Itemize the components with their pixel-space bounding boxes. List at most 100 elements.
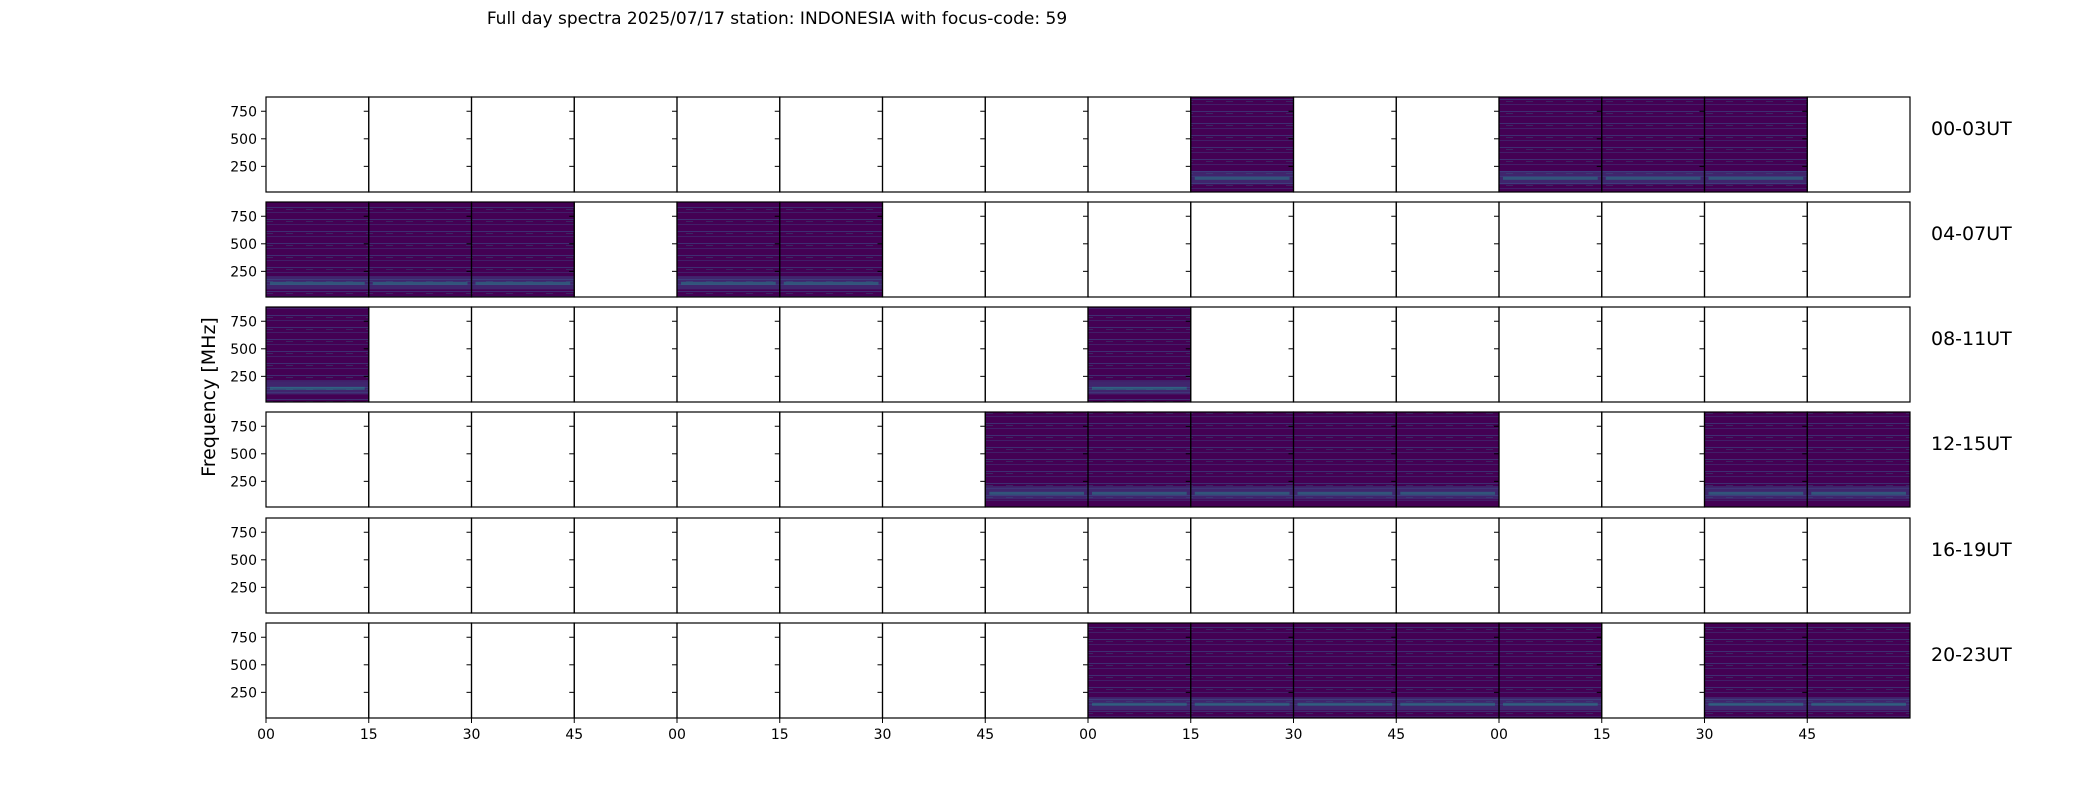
- cell-frame: [1601, 517, 1706, 614]
- y-tick-label: 750: [230, 314, 257, 330]
- cell-frame: [779, 411, 884, 508]
- x-tick-label: 45: [1798, 727, 1816, 743]
- cell-frame: [984, 306, 1089, 403]
- cell-frame: [573, 306, 678, 403]
- cell-frame: [1395, 96, 1500, 193]
- cell-frame: [881, 306, 986, 403]
- cell-frame: [368, 622, 473, 719]
- cell-frame: [881, 517, 986, 614]
- cell-frame: [1806, 517, 1911, 614]
- cell-frame: [676, 306, 781, 403]
- cell-frame: [470, 411, 575, 508]
- cell-frame: [1292, 201, 1397, 298]
- row-label: 20-23UT: [1931, 644, 2012, 666]
- x-tick-label: 30: [1696, 727, 1714, 743]
- spectrum-cell: [1499, 97, 1602, 192]
- cell-frame: [265, 96, 370, 193]
- cell-frame: [779, 96, 884, 193]
- spectrum-cell: [1807, 623, 1910, 718]
- cell-frame: [1601, 306, 1706, 403]
- x-tick-label: 45: [976, 727, 994, 743]
- cell-frame: [984, 622, 1089, 719]
- x-tick-label: 00: [257, 727, 275, 743]
- cell-frame: [368, 411, 473, 508]
- x-tick-label: 15: [1593, 727, 1611, 743]
- cell-frame: [1498, 306, 1603, 403]
- y-tick-label: 750: [230, 630, 257, 646]
- cell-frame: [265, 517, 370, 614]
- spectrum-cell: [1293, 623, 1397, 718]
- spectrum-cell: [1499, 623, 1602, 718]
- cell-frame: [1806, 411, 1911, 508]
- spectrum-cell: [1704, 97, 1808, 192]
- row-label: 16-19UT: [1931, 539, 2012, 561]
- y-tick-label: 750: [230, 104, 257, 120]
- y-tick-label: 500: [230, 132, 257, 148]
- cell-frame: [1703, 306, 1808, 403]
- spectrum-cell: [1396, 623, 1499, 718]
- spectrum-cell: [677, 202, 780, 297]
- cell-frame: [676, 622, 781, 719]
- cell-frame: [881, 201, 986, 298]
- y-tick-label: 250: [230, 159, 257, 175]
- cell-frame: [1806, 96, 1911, 193]
- row-label: 08-11UT: [1931, 328, 2012, 350]
- cell-frame: [1498, 201, 1603, 298]
- cell-frame: [1601, 201, 1706, 298]
- x-tick-label: 30: [874, 727, 892, 743]
- y-axis-label: Frequency [MHz]: [198, 317, 220, 477]
- cell-frame: [573, 96, 678, 193]
- cell-frame: [1601, 622, 1706, 719]
- cell-frame: [1806, 306, 1911, 403]
- cell-frame: [676, 96, 781, 193]
- cell-frame: [984, 201, 1089, 298]
- spectrum-cell: [1293, 412, 1397, 507]
- cell-frame: [676, 517, 781, 614]
- cell-frame: [368, 517, 473, 614]
- spectrum-cell: [1704, 623, 1808, 718]
- row-label: 04-07UT: [1931, 223, 2012, 245]
- cell-frame: [1703, 201, 1808, 298]
- spectrum-cell: [779, 202, 883, 297]
- cell-frame: [1087, 517, 1192, 614]
- cell-frame: [573, 517, 678, 614]
- y-tick-label: 500: [230, 237, 257, 253]
- spectrum-cell: [1190, 623, 1294, 718]
- y-tick-label: 500: [230, 658, 257, 674]
- spectrum-cell: [1807, 412, 1910, 507]
- cell-frame: [265, 622, 370, 719]
- cell-frame: [1601, 411, 1706, 508]
- cell-frame: [1087, 201, 1192, 298]
- spectrum-cell: [471, 202, 575, 297]
- cell-frame: [1292, 96, 1397, 193]
- cell-frame: [779, 306, 884, 403]
- cell-frame: [881, 96, 986, 193]
- y-tick-label: 500: [230, 447, 257, 463]
- cell-frame: [1395, 306, 1500, 403]
- y-tick-label: 750: [230, 525, 257, 541]
- spectrum-cell: [266, 307, 369, 402]
- cell-frame: [1395, 201, 1500, 298]
- cell-frame: [1806, 622, 1911, 719]
- cell-frame: [676, 411, 781, 508]
- cell-frame: [1190, 201, 1295, 298]
- cell-frame: [1498, 411, 1603, 508]
- cell-frame: [881, 622, 986, 719]
- x-tick-label: 15: [1182, 727, 1200, 743]
- spectrum-cell: [1396, 412, 1499, 507]
- spectrum-cell: [985, 412, 1088, 507]
- y-tick-label: 250: [230, 369, 257, 385]
- spectrum-cell: [1088, 307, 1191, 402]
- x-tick-label: 15: [360, 727, 378, 743]
- x-tick-label: 45: [565, 727, 583, 743]
- spectrum-cell: [1190, 97, 1294, 192]
- cell-frame: [1190, 306, 1295, 403]
- cell-frame: [1087, 96, 1192, 193]
- cell-frame: [573, 622, 678, 719]
- cell-frame: [1498, 517, 1603, 614]
- cell-frame: [1806, 201, 1911, 298]
- spectrum-cell: [1190, 412, 1294, 507]
- spectrum-cell: [1088, 623, 1191, 718]
- y-tick-label: 500: [230, 553, 257, 569]
